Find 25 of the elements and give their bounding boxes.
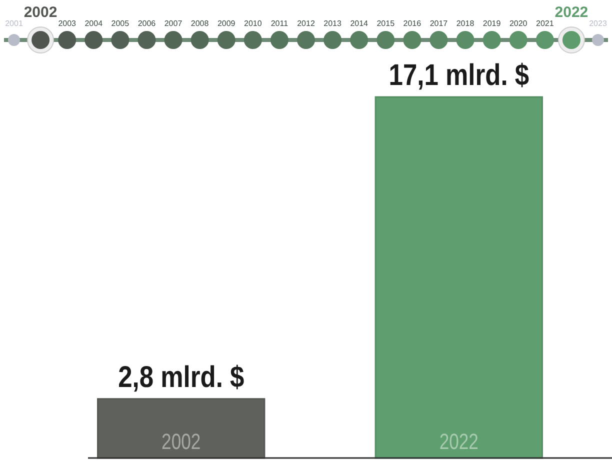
text: 2020 bbox=[509, 19, 528, 28]
text: 2023 bbox=[589, 19, 608, 28]
annotation: 2022 bbox=[439, 430, 478, 455]
text: 2001 bbox=[5, 19, 24, 28]
annotation: 2002 bbox=[162, 430, 201, 455]
text: 2008 bbox=[190, 19, 210, 28]
text: 2015 bbox=[376, 19, 396, 28]
data-label: 17,1 mlrd. $ bbox=[388, 58, 530, 92]
text: 2011 bbox=[270, 19, 289, 28]
text: 2018 bbox=[456, 19, 475, 28]
text: 2004 bbox=[84, 19, 104, 28]
text: 2012 bbox=[297, 19, 316, 28]
text: 2005 bbox=[111, 19, 130, 28]
text: 2017 bbox=[430, 19, 448, 28]
text: 2021 bbox=[536, 19, 554, 28]
text: 2006 bbox=[138, 19, 156, 28]
text: 2003 bbox=[58, 19, 77, 28]
text: 2013 bbox=[324, 19, 342, 28]
text: 2009 bbox=[217, 19, 236, 28]
text: 2007 bbox=[164, 19, 183, 28]
text: 2016 bbox=[403, 19, 422, 28]
text: 2010 bbox=[244, 19, 262, 28]
text: 2019 bbox=[482, 19, 502, 28]
data-label: 2,8 mlrd. $ bbox=[118, 360, 245, 394]
text: 2014 bbox=[350, 19, 369, 28]
